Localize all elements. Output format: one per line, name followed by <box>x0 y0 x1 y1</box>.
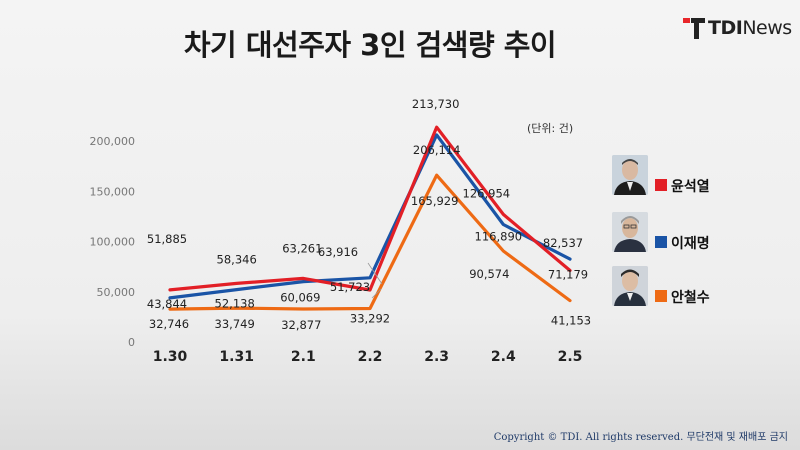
data-label: 52,138 <box>215 297 255 311</box>
series-line <box>168 125 572 292</box>
avatar-ahn <box>612 266 648 306</box>
x-tick-label: 2.3 <box>424 349 449 365</box>
brand-name-bold: TDI <box>708 17 743 39</box>
data-label: 213,730 <box>412 97 460 111</box>
chart-title: 차기 대선주자 3인 검색량 추이 <box>183 28 557 62</box>
x-tick-label: 2.5 <box>558 349 583 365</box>
series-line <box>168 173 572 311</box>
legend-swatch <box>655 290 667 302</box>
legend-swatch <box>655 236 667 248</box>
y-tick-label: 50,000 <box>97 286 136 299</box>
label-leader-line <box>367 262 383 285</box>
data-label: 206,114 <box>413 143 461 157</box>
copyright-footer: Copyright © TDI. All rights reserved. 무단… <box>493 432 788 443</box>
data-label: 90,574 <box>469 267 509 281</box>
y-tick-label: 0 <box>128 336 135 349</box>
data-label: 82,537 <box>543 236 583 250</box>
y-tick-label: 100,000 <box>90 236 136 249</box>
data-label: 60,069 <box>280 291 320 305</box>
unit-label: (단위: 건) <box>527 122 574 135</box>
x-tick-label: 2.4 <box>491 349 516 365</box>
legend-swatch <box>655 179 667 191</box>
y-tick-label: 200,000 <box>90 135 136 148</box>
data-label: 165,929 <box>411 194 459 208</box>
legend-item-lee: 이재명 <box>612 212 792 260</box>
avatar-lee <box>612 212 648 252</box>
data-label: 126,954 <box>463 186 511 200</box>
data-label: 51,723 <box>330 280 370 294</box>
data-label: 32,877 <box>281 318 321 332</box>
brand-logo: TDINews <box>682 14 792 42</box>
person-photo-icon <box>612 155 648 195</box>
series-line <box>168 133 572 300</box>
x-tick-label: 2.2 <box>358 349 383 365</box>
legend-label: 안철수 <box>671 290 710 306</box>
x-tick-label: 1.31 <box>219 349 254 365</box>
data-label: 32,746 <box>149 317 189 331</box>
avatar-yoon <box>612 155 648 195</box>
legend-label: 윤석열 <box>671 179 710 195</box>
x-tick-label: 2.1 <box>291 349 316 365</box>
legend-item-ahn: 안철수 <box>612 266 792 314</box>
data-label: 71,179 <box>548 267 588 281</box>
data-label: 63,916 <box>318 245 358 259</box>
person-photo-icon <box>612 212 648 252</box>
data-label: 51,885 <box>147 232 187 246</box>
brand-name-light: News <box>742 17 792 39</box>
data-label: 33,749 <box>215 317 255 331</box>
data-label: 33,292 <box>350 312 390 326</box>
legend-label: 이재명 <box>671 236 710 252</box>
brand-mark-icon <box>683 18 705 39</box>
data-label: 63,261 <box>282 241 322 255</box>
y-tick-label: 150,000 <box>90 185 136 198</box>
legend-item-yoon: 윤석열 <box>612 155 792 203</box>
person-photo-icon <box>612 266 648 306</box>
data-label: 116,890 <box>475 230 523 244</box>
x-tick-label: 1.30 <box>153 349 188 365</box>
data-label: 41,153 <box>551 314 591 328</box>
brand-text: TDINews <box>708 17 792 39</box>
label-leader-line <box>371 288 382 299</box>
data-label: 58,346 <box>217 252 257 266</box>
data-label: 43,844 <box>147 297 187 311</box>
